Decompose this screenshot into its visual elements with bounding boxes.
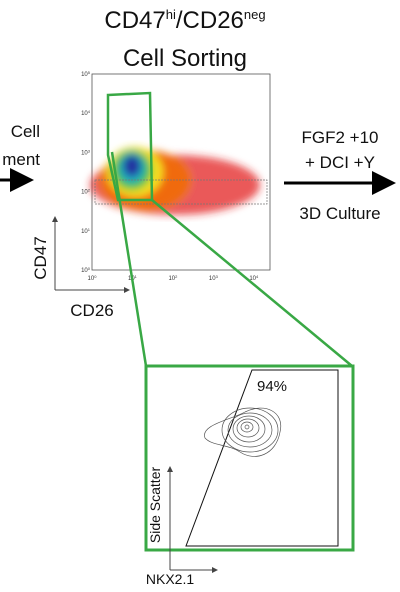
right-step-line1: FGF2 +10: [301, 128, 378, 147]
title-line2: Cell Sorting: [123, 45, 247, 72]
title-line1: CD47hi/CD26neg: [104, 7, 265, 34]
y-tick-label: 105: [81, 70, 91, 78]
x-tick-label: 103: [209, 274, 219, 282]
sort-x-label: CD26: [70, 301, 113, 320]
y-tick-label: 101: [81, 227, 91, 235]
contours: [204, 407, 282, 457]
sort-gate: [106, 91, 154, 202]
x-tick-label: 102: [168, 274, 178, 282]
left-step-line1: Cell: [11, 122, 40, 141]
zoom-y-label: Side Scatter: [147, 467, 163, 544]
zoom-percent: 94%: [257, 378, 287, 395]
right-step-line3: 3D Culture: [299, 204, 380, 223]
zoom-line: [151, 199, 353, 367]
zoom-line: [110, 151, 148, 367]
right-step-line2: + DCI +Y: [305, 153, 375, 172]
y-tick-label: 103: [81, 148, 91, 156]
x-tick-label: 100: [88, 274, 98, 282]
zoom-frame: [144, 364, 355, 552]
sort-y-label: CD47: [31, 236, 50, 279]
y-tick-label: 104: [81, 109, 91, 117]
left-step-line2: ment: [2, 150, 40, 169]
y-tick-label: 102: [81, 188, 91, 196]
zoom-gate: [185, 369, 339, 547]
gate-dashed: [94, 179, 268, 205]
y-tick-label: 100: [81, 266, 91, 274]
x-tick-label: 104: [249, 274, 259, 282]
zoom-x-label: NKX2.1: [146, 571, 194, 587]
